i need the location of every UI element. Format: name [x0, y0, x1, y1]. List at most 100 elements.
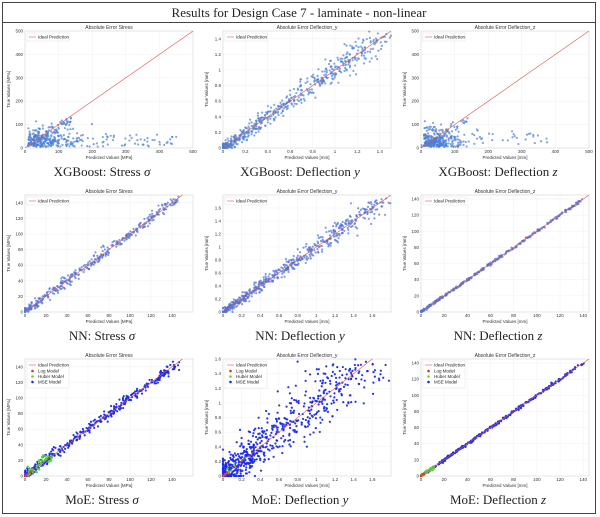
data-point — [100, 255, 103, 258]
data-point — [389, 34, 392, 37]
mse-point — [256, 454, 260, 458]
mse-point — [342, 385, 346, 389]
data-point — [248, 127, 251, 130]
data-point — [304, 261, 307, 265]
huber-point — [41, 456, 44, 459]
data-point — [319, 80, 322, 83]
huber-point — [35, 464, 39, 467]
data-point — [287, 268, 290, 271]
caption-text: NN: Deflection — [453, 328, 538, 343]
mse-point — [349, 371, 352, 374]
data-point — [366, 50, 369, 53]
data-point — [250, 121, 253, 124]
mse-point — [289, 445, 292, 448]
data-point — [313, 77, 316, 80]
mse-point — [271, 424, 274, 427]
x-tick-label: 0 — [24, 477, 27, 482]
x-tick-label: 0.4 — [265, 149, 272, 154]
mse-point — [120, 401, 123, 405]
mse-point — [51, 452, 54, 456]
data-point — [359, 208, 362, 211]
data-point — [536, 134, 540, 137]
data-point — [361, 207, 364, 210]
data-point — [310, 75, 313, 78]
data-point — [337, 81, 340, 84]
mse-point — [234, 461, 237, 464]
y-tick-label: 0.8 — [215, 415, 222, 420]
data-point — [312, 91, 315, 95]
mse-point — [259, 469, 263, 472]
data-point — [176, 200, 179, 203]
data-point — [456, 141, 460, 144]
data-point — [425, 129, 428, 132]
legend-ideal-label: Ideal Prediction — [434, 363, 466, 368]
mse-point — [323, 389, 326, 392]
data-point — [429, 145, 433, 148]
mse-point — [276, 411, 279, 414]
data-point — [299, 89, 303, 92]
data-point — [426, 132, 430, 135]
data-point — [425, 137, 429, 140]
data-point — [282, 114, 285, 117]
data-point — [238, 138, 241, 141]
data-point — [231, 300, 235, 304]
data-point — [273, 109, 276, 112]
y-tick-label: 0 — [218, 146, 221, 151]
mse-point — [304, 379, 307, 382]
data-point — [73, 271, 76, 274]
y-tick-label: 1.6 — [215, 357, 222, 362]
mse-point — [302, 405, 305, 408]
data-point — [471, 132, 474, 135]
data-point — [251, 130, 254, 133]
y-axis-label: True Values [MPa] — [6, 399, 11, 436]
mse-point — [318, 389, 321, 392]
mse-point — [247, 430, 250, 433]
mse-point — [373, 369, 376, 372]
data-point — [357, 207, 360, 210]
data-point — [373, 217, 376, 220]
mse-point — [257, 449, 260, 452]
data-point — [304, 245, 307, 248]
x-tick-label: 1.4 — [351, 313, 358, 318]
data-point — [274, 269, 277, 272]
data-point — [297, 99, 301, 103]
data-point — [285, 260, 288, 263]
x-tick-label: 20 — [442, 313, 448, 318]
mse-point — [232, 470, 235, 473]
mse-point — [288, 443, 291, 446]
data-point — [475, 137, 479, 140]
data-point — [157, 204, 160, 207]
x-tick-label: 200 — [484, 149, 492, 154]
data-point — [298, 251, 302, 254]
data-point — [317, 78, 320, 81]
data-point — [245, 138, 249, 141]
data-point — [371, 47, 375, 50]
mse-point — [324, 409, 327, 412]
data-point — [346, 218, 349, 221]
mse-point — [334, 376, 338, 379]
mse-point — [510, 410, 513, 413]
data-point — [330, 241, 333, 245]
data-point — [292, 259, 296, 262]
mse-point — [308, 412, 312, 415]
mse-point — [103, 418, 106, 421]
x-tick-label: 1.2 — [332, 313, 339, 318]
data-point — [368, 60, 371, 63]
mse-point — [167, 375, 170, 378]
mse-point — [244, 468, 247, 471]
huber-point — [42, 460, 46, 463]
mse-point — [308, 417, 311, 420]
data-point — [155, 133, 159, 136]
mse-point — [363, 379, 366, 382]
data-point — [317, 236, 320, 240]
data-point — [256, 114, 259, 117]
mse-point — [338, 382, 341, 385]
data-point — [82, 270, 85, 274]
caption-symbol: σ — [132, 492, 139, 507]
mse-point — [148, 378, 151, 382]
mse-point — [278, 445, 281, 448]
data-point — [232, 298, 235, 301]
data-point — [69, 128, 72, 131]
mse-point — [240, 443, 243, 446]
data-point — [256, 127, 260, 131]
